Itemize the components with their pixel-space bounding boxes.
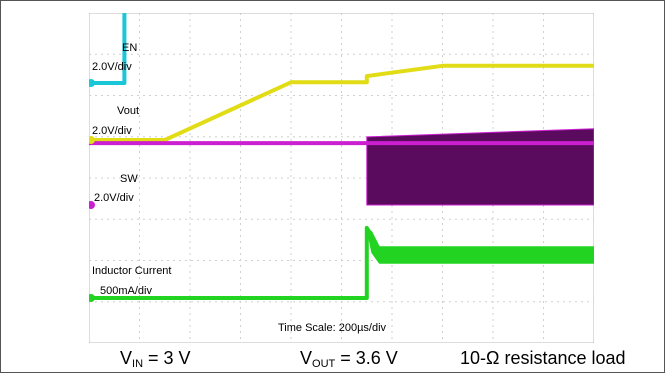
- sw-label: SW: [120, 173, 138, 185]
- vout-scale-label: 2.0V/div: [92, 125, 132, 137]
- vin-caption: VIN = 3 V: [120, 345, 191, 371]
- vout-value: = 3.6 V: [335, 348, 398, 368]
- vin-symbol: V: [120, 348, 133, 368]
- oscilloscope-screen: EN 2.0V/div Vout 2.0V/div SW 2.0V/div In…: [89, 13, 594, 343]
- vout-trace: [89, 63, 594, 142]
- inductor-current-ground-marker: [89, 294, 95, 302]
- time-scale-label: Time Scale: 200µs/div: [278, 322, 387, 334]
- load-caption: 10-Ω resistance load: [460, 348, 626, 368]
- vout-subscript: OUT: [312, 358, 336, 370]
- vin-subscript: IN: [132, 358, 144, 370]
- en-ground-marker: [89, 79, 95, 87]
- en-trace: [89, 13, 127, 85]
- en-label: EN: [122, 42, 137, 54]
- vout-caption: VOUT = 3.6 V: [300, 345, 398, 371]
- inductor-current-trace: [89, 225, 594, 300]
- vin-value: = 3 V: [143, 348, 191, 368]
- vout-ground-marker: [89, 136, 95, 144]
- inductor-current-scale-label: 500mA/div: [100, 285, 152, 297]
- en-scale-label: 2.0V/div: [92, 61, 132, 73]
- inductor-current-label: Inductor Current: [92, 265, 171, 277]
- sw-ground-marker: [89, 201, 95, 209]
- vout-label: Vout: [117, 105, 139, 117]
- sw-scale-label: 2.0V/div: [94, 192, 134, 204]
- vout-symbol: V: [300, 348, 313, 368]
- channel-markers: [89, 79, 95, 302]
- oscilloscope-plot: EN 2.0V/div Vout 2.0V/div SW 2.0V/div In…: [89, 13, 594, 343]
- traces: [89, 13, 594, 300]
